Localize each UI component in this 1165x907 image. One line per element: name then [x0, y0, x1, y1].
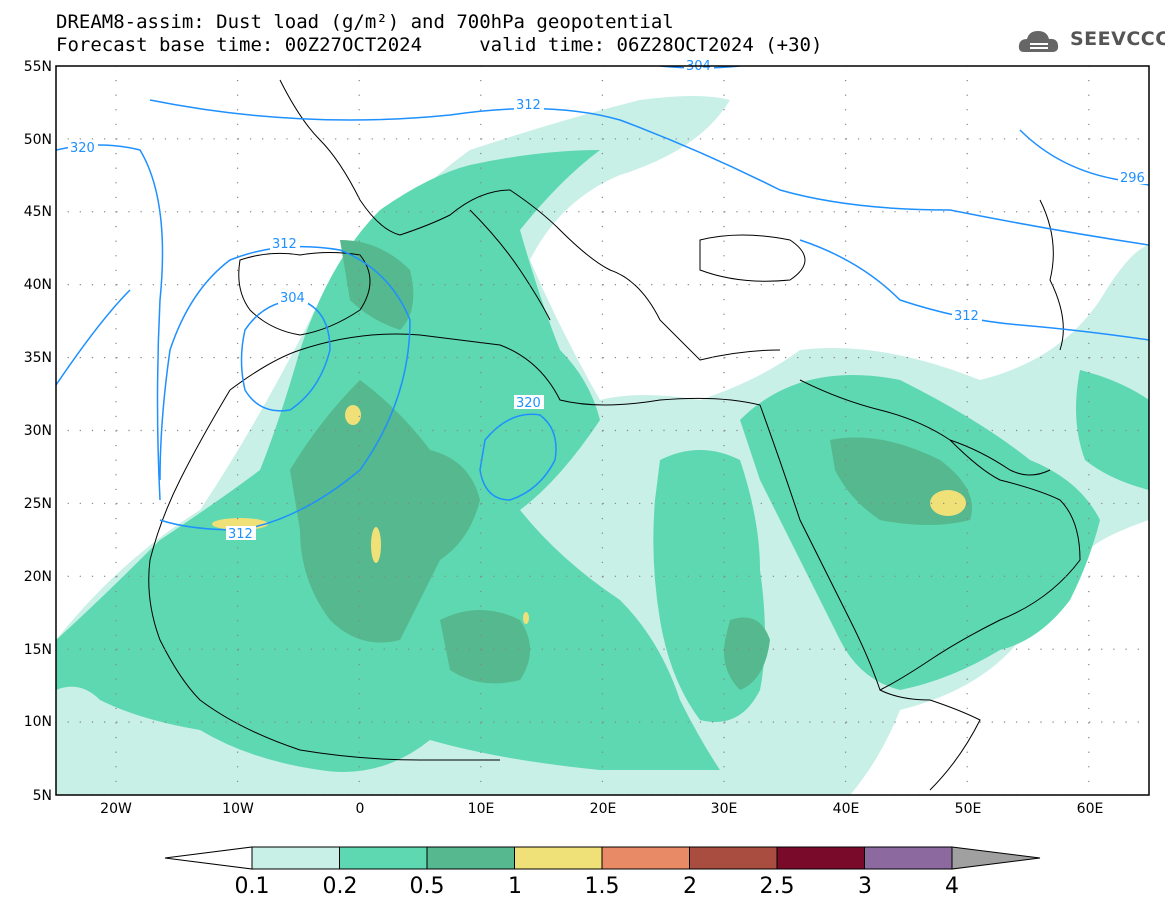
colorbar-cell: [776, 846, 865, 870]
contour-label-312-iberia: 312: [272, 237, 297, 252]
contour-label-304: 304: [280, 291, 305, 306]
map-title: DREAM8-assim: Dust load (g/m²) and 700hP…: [56, 11, 674, 33]
colorbar-label: 0.5: [410, 874, 445, 899]
contour-label-312-south: 312: [228, 527, 253, 542]
colorbar-cell: [601, 846, 690, 870]
lon-label: 60E: [1077, 801, 1104, 817]
contour-label-320-west: 320: [70, 141, 95, 156]
colorbar-labels: 0.1 0.2 0.5 1 1.5 2 2.5 3 4: [235, 874, 960, 899]
colorbar-label: 4: [945, 874, 959, 899]
dust-band-0.5-chad: [440, 610, 530, 684]
lon-label: 10W: [222, 801, 254, 817]
forecast-time-line: Forecast base time: 00Z27OCT2024 valid t…: [56, 34, 823, 56]
contour-label-296: 296: [1120, 171, 1145, 186]
colorbar-cell: [689, 846, 778, 870]
dust-band-0.5-sudan: [724, 617, 770, 690]
lat-label: 30N: [24, 423, 52, 439]
map-frame: [55, 65, 1150, 796]
coastline-caspian: [1039, 199, 1064, 351]
contour-labels: 320 312 312 304 320 312 312 296 304: [68, 59, 1148, 542]
lon-label: 40E: [833, 801, 860, 817]
colorbar-label: 0.1: [235, 874, 270, 899]
dust-band-0.5-sahara: [290, 380, 480, 643]
contour-312-low: [159, 245, 411, 531]
lon-label: 10E: [468, 801, 495, 817]
coastline-arabia: [799, 379, 1081, 691]
lon-label: 20W: [100, 801, 132, 817]
dust-band-0.2-iran: [1076, 370, 1149, 490]
dust-peak-arabia: [930, 490, 966, 516]
coastline-horn: [929, 699, 981, 791]
colorbar-label: 0.2: [323, 874, 358, 899]
lon-label: 20E: [590, 801, 617, 817]
lon-label: 50E: [955, 801, 982, 817]
colorbar-cell: [514, 846, 603, 870]
coastline-europe: [279, 79, 781, 361]
longitude-labels: 20W 10W 0 10E 20E 30E 40E 50E 60E: [100, 801, 1103, 817]
colorbar-cell: [426, 846, 515, 870]
lat-label: 50N: [24, 132, 52, 148]
latitude-labels: 55N 50N 45N 40N 35N 30N 25N 20N 15N 10N …: [24, 59, 52, 804]
dust-peak-algeria: [345, 405, 361, 425]
colorbar-label: 1.5: [585, 874, 620, 899]
lat-label: 10N: [24, 714, 52, 730]
coastline-italy: [469, 209, 551, 321]
coastline-iberia: [238, 252, 371, 336]
lat-label: 20N: [24, 569, 52, 585]
lat-label: 25N: [24, 496, 52, 512]
contour-320-left-edge: [56, 289, 131, 386]
colorbar-cell: [864, 846, 953, 870]
coastline-black-sea: [699, 234, 806, 282]
contour-320-high: [479, 413, 557, 501]
colorbar-cell: [251, 846, 340, 870]
contour-320-west: [56, 144, 164, 501]
lat-label: 55N: [24, 59, 52, 75]
dust-band-0.2-east: [740, 375, 1100, 690]
colorbar: 0.1 0.2 0.5 1 1.5 2 2.5 3 4: [164, 846, 1041, 899]
colorbar-label: 3: [858, 874, 872, 899]
coastline-persian-gulf: [949, 439, 1051, 476]
lat-label: 40N: [24, 277, 52, 293]
logo-text: SEEVCCC: [1070, 28, 1165, 50]
contour-label-320-high: 320: [516, 396, 541, 411]
coastline-africa-west: [148, 389, 500, 761]
coastline-africa-north: [229, 333, 761, 406]
lat-label: 35N: [24, 350, 52, 366]
colorbar-high-arrow: [951, 846, 1041, 870]
cloud-icon: [1018, 31, 1059, 52]
contour-296: [1019, 129, 1149, 186]
contour-label-312-east: 312: [954, 309, 979, 324]
lon-label: 30E: [711, 801, 738, 817]
dust-fields: [56, 66, 1149, 795]
colorbar-low-arrow: [164, 846, 253, 870]
contour-label-312-north: 312: [516, 98, 541, 113]
lat-label: 15N: [24, 642, 52, 658]
dust-peak-niger: [523, 612, 529, 624]
grid-dots: [56, 66, 1139, 795]
lat-label: 45N: [24, 204, 52, 220]
dust-band-0.5-north: [340, 240, 414, 330]
colorbar-label: 2: [683, 874, 697, 899]
colorbar-cell: [339, 846, 428, 870]
colorbar-label: 1: [508, 874, 522, 899]
dust-peak-mali: [371, 527, 381, 563]
colorbar-cells: [251, 846, 953, 870]
lon-label: 0: [356, 801, 365, 817]
coastline-red-sea: [759, 404, 931, 701]
colorbar-label: 2.5: [760, 874, 795, 899]
lat-label: 5N: [33, 788, 52, 804]
contour-312-north: [149, 99, 1149, 246]
